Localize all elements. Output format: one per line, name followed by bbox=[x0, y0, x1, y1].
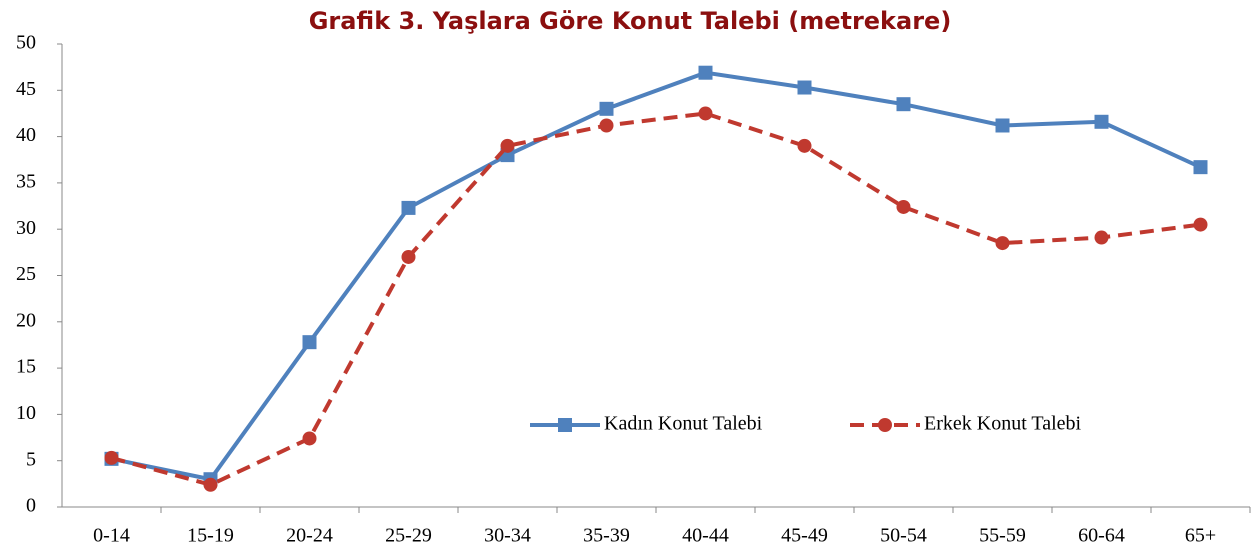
point bbox=[1094, 114, 1109, 129]
x-tick-label: 55-59 bbox=[979, 525, 1026, 547]
legend-label: Kadın Konut Talebi bbox=[604, 413, 763, 435]
legend-marker bbox=[878, 418, 892, 432]
x-tick-label: 0-14 bbox=[93, 525, 130, 547]
point bbox=[500, 138, 515, 153]
series-line bbox=[110, 111, 1201, 487]
series-line bbox=[111, 70, 1202, 482]
y-tick-label: 0 bbox=[26, 495, 36, 517]
x-tick-label: 50-54 bbox=[880, 525, 927, 547]
y-tick-label: 45 bbox=[16, 78, 36, 100]
point bbox=[1193, 160, 1208, 175]
x-tick-label: 45-49 bbox=[781, 525, 828, 547]
y-tick-label: 35 bbox=[16, 170, 36, 192]
point bbox=[1193, 217, 1208, 232]
x-tick-label: 25-29 bbox=[385, 525, 432, 547]
point bbox=[698, 65, 713, 80]
y-tick-label: 10 bbox=[16, 402, 36, 424]
y-tick-label: 5 bbox=[26, 448, 36, 470]
x-tick-label: 65+ bbox=[1185, 525, 1216, 547]
y-tick-label: 40 bbox=[16, 124, 36, 146]
point bbox=[995, 236, 1010, 251]
point bbox=[896, 199, 911, 214]
point bbox=[302, 431, 317, 446]
point bbox=[401, 200, 416, 215]
x-tick-label: 30-34 bbox=[484, 525, 531, 547]
point bbox=[401, 249, 416, 264]
legend-label: Erkek Konut Talebi bbox=[924, 413, 1082, 435]
point bbox=[203, 477, 218, 492]
point bbox=[797, 80, 812, 95]
point bbox=[104, 450, 119, 465]
x-tick-label: 40-44 bbox=[682, 525, 729, 547]
x-tick-label: 15-19 bbox=[187, 525, 234, 547]
point bbox=[797, 138, 812, 153]
x-tick-label: 60-64 bbox=[1078, 525, 1125, 547]
x-tick-label: 35-39 bbox=[583, 525, 630, 547]
point bbox=[599, 101, 614, 116]
y-tick-label: 25 bbox=[16, 263, 36, 285]
point bbox=[302, 335, 317, 350]
y-tick-label: 20 bbox=[16, 309, 36, 331]
chart-title: Grafik 3. Yaşlara Göre Konut Talebi (met… bbox=[309, 7, 952, 35]
point bbox=[698, 106, 713, 121]
legend-marker bbox=[558, 418, 572, 432]
x-tick-label: 20-24 bbox=[286, 525, 333, 547]
point bbox=[896, 97, 911, 112]
point bbox=[1094, 230, 1109, 245]
y-tick-label: 15 bbox=[16, 356, 36, 378]
point bbox=[995, 118, 1010, 133]
y-tick-label: 50 bbox=[16, 32, 36, 54]
y-tick-label: 30 bbox=[16, 217, 36, 239]
point bbox=[599, 118, 614, 133]
